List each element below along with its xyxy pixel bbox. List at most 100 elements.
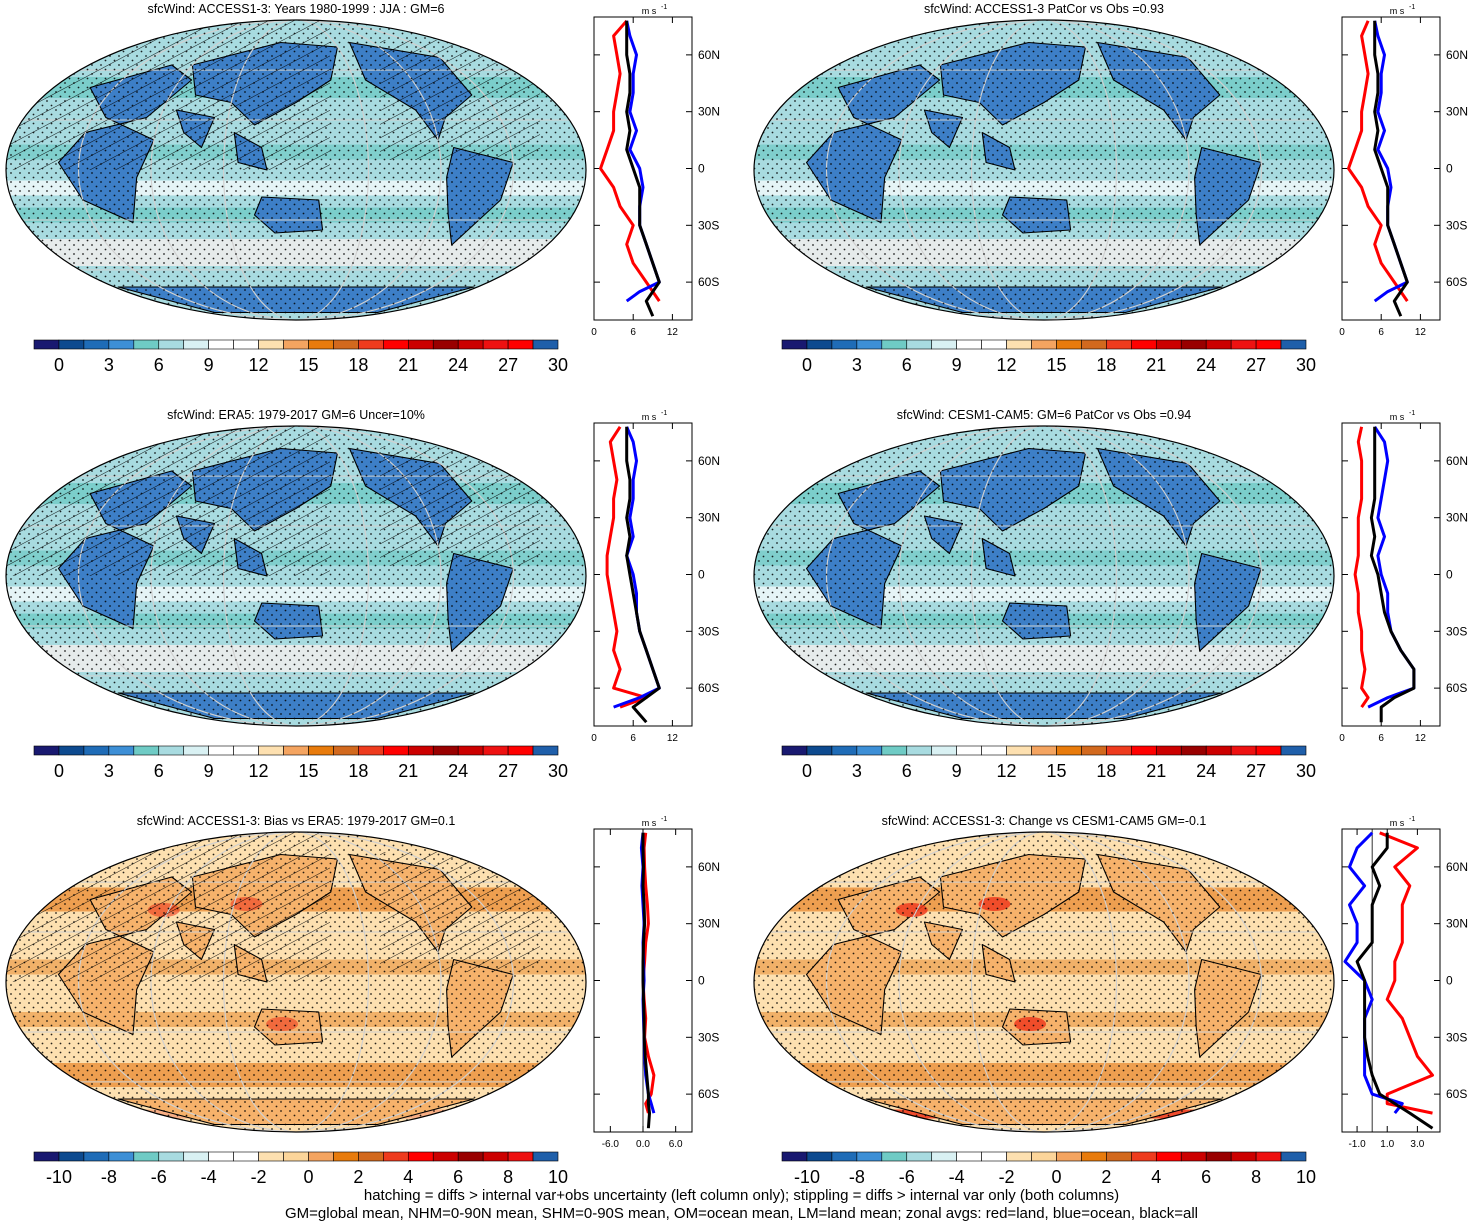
panel-graphic: m s -1 60N 30N 0 30S 60S -1.0 1.0 3.0 -10 -8 -6 -4 -2 0… (753, 816, 1468, 1187)
colorbar-tick-label: 0 (802, 355, 812, 375)
profile-ytick-label: 60S (698, 1087, 719, 1101)
profile-unit-label: m s (1390, 6, 1405, 16)
profile-ytick-label: 0 (1446, 974, 1453, 988)
colorbar-tick-label: 30 (548, 761, 568, 781)
colorbar-swatch (856, 745, 883, 756)
profile-ytick-label: 30S (698, 1030, 719, 1044)
colorbar-tick-label: 8 (503, 1167, 513, 1187)
colorbar-swatch (1106, 339, 1132, 350)
colorbar-swatch (1081, 1151, 1107, 1162)
profile-line-land (1347, 20, 1409, 302)
hatch-overlay (6, 832, 330, 982)
colorbar-swatch (1180, 745, 1207, 756)
map-layer (754, 832, 1334, 1132)
colorbar-tick-label: 0 (54, 761, 64, 781)
colorbar-tick-label: 30 (1296, 761, 1316, 781)
colorbar-tick-label: 24 (448, 355, 468, 375)
colorbar-swatch (333, 1151, 359, 1162)
map-title: sfcWind: ERA5: 1979-2017 GM=6 Uncer=10% (167, 408, 425, 422)
colorbar-swatch (233, 745, 259, 756)
map-outline (753, 425, 1335, 727)
profile-line-all (1373, 20, 1409, 317)
colorbar-swatch (931, 339, 957, 350)
colorbar-swatch (906, 745, 933, 756)
colorbar-swatch (1205, 745, 1232, 756)
colorbar-tick-label: 18 (1096, 761, 1116, 781)
panel-2: sfcWind: ACCESS1-3 PatCor vs Obs =0.93 m… (748, 0, 1483, 400)
profile-unit-label: m s (1390, 412, 1405, 422)
stipple-overlay (754, 832, 1334, 1132)
colorbar-swatch (931, 1151, 957, 1162)
colorbar-tick-label: -8 (101, 1167, 117, 1187)
profile-line-land (605, 425, 648, 709)
footer-line-2: GM=global mean, NHM=0-90N mean, SHM=0-90… (284, 1205, 1198, 1222)
profile-line-all (625, 426, 661, 724)
profile-xtick-label: 6 (1378, 327, 1384, 338)
colorbar-tick-label: 3 (852, 761, 862, 781)
colorbar-tick-label: 6 (902, 355, 912, 375)
profile-ytick-label: 30N (1446, 105, 1468, 119)
colorbar-swatch (183, 745, 209, 756)
profile-unit-exponent: -1 (661, 4, 667, 11)
stipple-overlay (754, 426, 1334, 726)
map-layer (6, 20, 586, 320)
colorbar-tick-label: 15 (1046, 761, 1066, 781)
colorbar-swatch (58, 745, 85, 756)
colorbar-swatch (258, 745, 284, 756)
profile-unit-exponent: -1 (661, 816, 667, 823)
colorbar-swatch (33, 339, 60, 350)
colorbar-swatch (532, 339, 559, 350)
colorbar-tick-label: 4 (403, 1167, 413, 1187)
profile-ytick-label: 30N (698, 511, 720, 525)
colorbar-swatch (333, 339, 359, 350)
colorbar-swatch (1230, 1151, 1257, 1162)
map-layer (754, 426, 1334, 726)
colorbar-tick-label: 15 (1046, 355, 1066, 375)
panel-graphic: m s -1 60N 30N 0 30S 60S 0 6 12 0 3 6 9 12 15 18 21 24 27 30 (5, 410, 720, 781)
colorbar-swatch (308, 745, 334, 756)
map-outline (5, 19, 587, 321)
profile-unit-exponent: -1 (1409, 4, 1415, 11)
profile-unit-exponent: -1 (1409, 410, 1415, 417)
panel-graphic: m s -1 60N 30N 0 30S 60S 0 6 12 0 3 6 9 12 15 18 21 24 27 30 (753, 4, 1468, 375)
colorbar-swatch (1255, 1151, 1282, 1162)
profile-xtick-label: 12 (1415, 327, 1427, 338)
colorbar-swatch (1031, 745, 1057, 756)
colorbar-tick-label: -2 (251, 1167, 267, 1187)
colorbar-swatch (906, 339, 933, 350)
colorbar-swatch (133, 745, 160, 756)
colorbar-swatch (108, 1151, 135, 1162)
profile-line-all (1369, 426, 1416, 723)
profile-ytick-label: 0 (1446, 162, 1453, 176)
profile-ytick-label: 60S (1446, 681, 1467, 695)
colorbar-swatch (831, 745, 858, 756)
colorbar-tick-label: 10 (548, 1167, 568, 1187)
colorbar-swatch (108, 745, 135, 756)
colorbar-tick-label: 15 (298, 761, 318, 781)
colorbar-swatch (1131, 1151, 1157, 1162)
profile-line-land (1379, 831, 1434, 1115)
colorbar-tick-label: 21 (1146, 761, 1166, 781)
profile-ytick-label: 60N (1446, 48, 1468, 62)
colorbar-swatch (108, 339, 135, 350)
profile-line-all (625, 20, 661, 317)
profile-xtick-label: 0 (1339, 733, 1345, 744)
panel-graphic: m s -1 60N 30N 0 30S 60S 0 6 12 0 3 6 9 12 15 18 21 24 27 30 (5, 4, 720, 375)
colorbar-swatch (208, 339, 234, 350)
colorbar-tick-label: 2 (1101, 1167, 1111, 1187)
colorbar-swatch (881, 339, 908, 350)
panel-1: sfcWind: ACCESS1-3: Years 1980-1999 : JJ… (0, 0, 740, 400)
colorbar-tick-label: 24 (1196, 355, 1216, 375)
colorbar-tick-label: 18 (348, 761, 368, 781)
colorbar-tick-label: 21 (398, 761, 418, 781)
profile-unit-exponent: -1 (661, 410, 667, 417)
colorbar-tick-label: -2 (999, 1167, 1015, 1187)
colorbar-swatch (507, 339, 534, 350)
map-outline (5, 425, 587, 727)
colorbar-swatch (183, 1151, 209, 1162)
colorbar-swatch (981, 339, 1007, 350)
colorbar-tick-label: 12 (249, 355, 269, 375)
colorbar-swatch (457, 745, 484, 756)
colorbar-swatch (1205, 339, 1232, 350)
colorbar-tick-label: 6 (902, 761, 912, 781)
